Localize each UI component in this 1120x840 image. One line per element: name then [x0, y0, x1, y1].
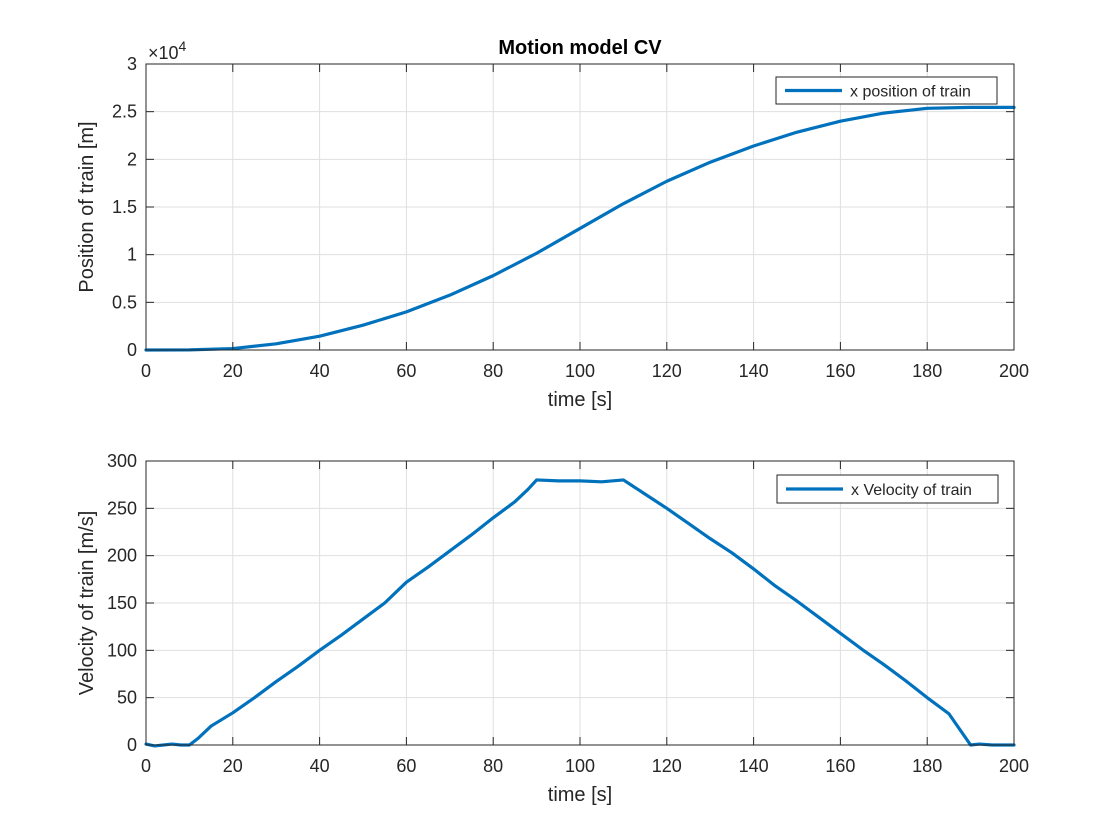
y-tick-label: 3	[127, 54, 137, 74]
y-tick-label: 50	[117, 688, 137, 708]
x-tick-label: 200	[999, 756, 1029, 776]
x-tick-label: 160	[825, 756, 855, 776]
legend: x position of train	[775, 76, 998, 105]
x-tick-label: 0	[141, 361, 151, 381]
x-tick-label: 100	[565, 361, 595, 381]
x-tick-label: 180	[912, 361, 942, 381]
y-exponent-power: 4	[179, 38, 187, 54]
x-tick-label: 140	[739, 756, 769, 776]
legend-label: x position of train	[850, 84, 971, 101]
chart-panel-1: 0 20 40 60 80 100 120 140 160 180 200 0 0.5 1 1.5 2 2.5 3…	[76, 37, 1029, 411]
chart-title: Motion model CV	[498, 37, 662, 59]
x-tick-label: 140	[739, 361, 769, 381]
x-axis-label: time [s]	[548, 784, 612, 806]
x-axis-label: time [s]	[548, 389, 612, 411]
y-tick-label: 2	[127, 149, 137, 169]
y-tick-label: 2.5	[112, 102, 137, 122]
x-tick-label: 40	[310, 756, 330, 776]
x-tick-label: 20	[223, 756, 243, 776]
y-tick-label: 200	[107, 546, 137, 566]
y-tick-label: 150	[107, 593, 137, 613]
x-tick-label: 100	[565, 756, 595, 776]
y-axis-label: Position of train [m]	[76, 121, 98, 292]
series-line-1	[144, 478, 1016, 748]
legend-label: x Velocity of train	[851, 482, 972, 499]
y-exponent-base: ×10	[148, 43, 179, 63]
y-exponent-label: ×104	[148, 38, 187, 63]
x-tick-label: 40	[310, 361, 330, 381]
x-tick-label: 200	[999, 361, 1029, 381]
x-tick-label: 60	[396, 361, 416, 381]
y-tick-label: 0	[127, 735, 137, 755]
y-axis-label: Velocity of train [m/s]	[76, 511, 98, 696]
y-tick-label: 1.5	[112, 197, 137, 217]
y-tick-label: 250	[107, 498, 137, 518]
x-tick-label: 120	[652, 361, 682, 381]
y-tick-label: 0	[127, 340, 137, 360]
x-tick-label: 0	[141, 756, 151, 776]
chart-panel-2: 0 20 40 60 80 100 120 140 160 180 200 0 50 100 150 200 2…	[76, 451, 1029, 806]
x-tick-label: 80	[483, 361, 503, 381]
y-tick-label: 100	[107, 640, 137, 660]
x-tick-label: 80	[483, 756, 503, 776]
x-tick-label: 60	[396, 756, 416, 776]
x-tick-label: 180	[912, 756, 942, 776]
x-tick-label: 160	[825, 361, 855, 381]
x-tick-label: 120	[652, 756, 682, 776]
y-tick-label: 0.5	[112, 292, 137, 312]
series-line-1	[144, 105, 1016, 352]
y-tick-label: 300	[107, 451, 137, 471]
y-tick-label: 1	[127, 245, 137, 265]
legend: x Velocity of train	[776, 474, 999, 504]
x-tick-label: 20	[223, 361, 243, 381]
